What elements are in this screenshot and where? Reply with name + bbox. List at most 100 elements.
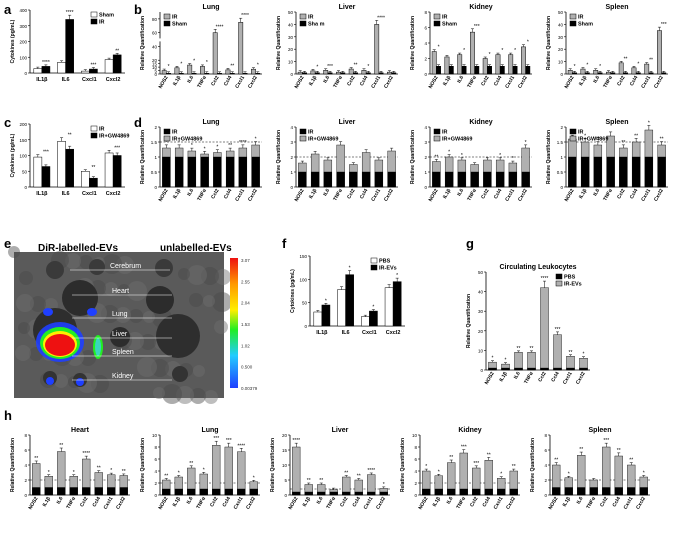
imaging-texture (30, 296, 46, 312)
bar-Sham (623, 72, 628, 75)
category-label: Cxcl2 (653, 188, 665, 203)
y-tick-label: 0 (24, 185, 27, 190)
imaging-texture (19, 271, 33, 285)
bar-IR (457, 171, 467, 188)
chart-title: Liver (339, 4, 356, 11)
bar-IR (495, 171, 505, 188)
significance-label: ** (624, 56, 628, 62)
imaging-texture (151, 359, 169, 377)
y-tick-label: 2 (154, 481, 157, 486)
significance-label: * (178, 471, 180, 477)
bar-control (82, 487, 91, 496)
y-tick-label: 4 (414, 469, 417, 474)
significance-label: * (253, 475, 255, 481)
category-label: Cxcl1 (103, 496, 115, 511)
legend-swatch (433, 13, 441, 20)
y-tick-label: 0 (544, 493, 547, 498)
chart-d1: 0 0.5 1 1.5 2 Lung Relative Quantification * NOS… (140, 119, 262, 203)
imaging-texture (153, 387, 165, 399)
bar-Sha m (391, 72, 397, 75)
category-label: Ccl2 (599, 496, 610, 508)
bar-IR (657, 156, 666, 188)
significance-label: ** (617, 448, 621, 454)
category-label: Cxcl2 (517, 75, 529, 90)
legend-swatch (569, 135, 577, 142)
significance-label: * (648, 120, 650, 126)
bar-IR (238, 22, 244, 75)
legend-swatch (555, 273, 563, 280)
chart-title: Spleen (606, 119, 629, 126)
category-label: IL6 (186, 75, 195, 84)
bar-Sham (166, 73, 171, 75)
bar-Sham (584, 72, 590, 75)
imaging-texture (18, 322, 30, 334)
significance-label: * (165, 140, 167, 146)
bar-control (422, 488, 431, 496)
color-scale-tick: 2.55 (241, 279, 250, 284)
category-label: IL6 (446, 496, 455, 505)
imaging-texture (189, 293, 203, 307)
y-tick-label: 150 (299, 254, 307, 259)
legend-label: IR-EVs (564, 282, 582, 288)
significance-label: ** (228, 143, 232, 149)
bar-control (614, 487, 623, 496)
chart-title: Circulating Leukocytes (499, 264, 576, 271)
significance-label: ** (97, 466, 101, 472)
bar-IR (457, 54, 463, 75)
bar-control (317, 491, 326, 496)
chart-b2: 0 10 20 30 40 50 Liver Relative Quantification N… (276, 4, 398, 90)
category-label: IL6 (513, 371, 522, 380)
y-tick-label: 200 (19, 122, 27, 127)
imaging-texture (212, 292, 232, 312)
imaging-texture (54, 374, 68, 388)
imaging-texture (65, 253, 81, 269)
bar-control (187, 488, 196, 496)
category-label: IL1β (432, 496, 442, 508)
bar-IR (580, 68, 586, 75)
y-tick-label: 100 (19, 55, 27, 60)
significance-label: * (425, 464, 427, 470)
category-label: Ccl4 (493, 188, 504, 200)
bar-control (224, 488, 233, 496)
bar-control (342, 491, 351, 496)
bar-IR (361, 70, 367, 75)
significance-label: **** (541, 276, 549, 282)
bar-Sham (436, 66, 441, 75)
bar-IR (374, 171, 384, 188)
bar-IR (568, 156, 577, 188)
category-label: Cxcl1 (640, 75, 652, 90)
category-label: Ccl2 (480, 188, 491, 200)
y-tick-label: 20 (478, 329, 484, 334)
category-label: Cxcl2 (106, 191, 121, 197)
y-tick-label: 15 (152, 62, 158, 67)
category-label: NOS2 (417, 496, 429, 511)
category-label: Ccl4 (222, 496, 233, 508)
imaging-texture (215, 269, 231, 285)
bar-Sham (229, 73, 235, 75)
significance-label: * (489, 52, 491, 58)
significance-label: * (73, 470, 75, 476)
significance-label: * (583, 352, 585, 358)
bar-IR (89, 68, 98, 74)
y-axis-label: Relative Quantification (276, 130, 282, 184)
category-label: Ccl2 (339, 496, 350, 508)
bar-IR (644, 156, 654, 188)
category-label: Ccl4 (629, 75, 640, 87)
fluorescence-lung-left (43, 308, 53, 316)
significance-label: **** (42, 60, 50, 66)
y-tick-label: 8 (414, 445, 417, 450)
y-tick-label: 40 (558, 22, 564, 27)
category-label: NOS2 (294, 188, 306, 203)
legend-swatch (90, 11, 98, 18)
y-tick-label: 30 (288, 35, 294, 40)
bar-IR (508, 54, 514, 75)
category-label: NOS2 (294, 75, 306, 90)
y-axis-label: Cytokines (pg/mL) (290, 269, 296, 313)
legend-swatch (163, 135, 171, 142)
bar-control (367, 491, 376, 496)
imaging-right-title: unlabelled-EVs (160, 243, 232, 254)
significance-label: *** (213, 436, 219, 442)
significance-label: *** (461, 445, 467, 451)
